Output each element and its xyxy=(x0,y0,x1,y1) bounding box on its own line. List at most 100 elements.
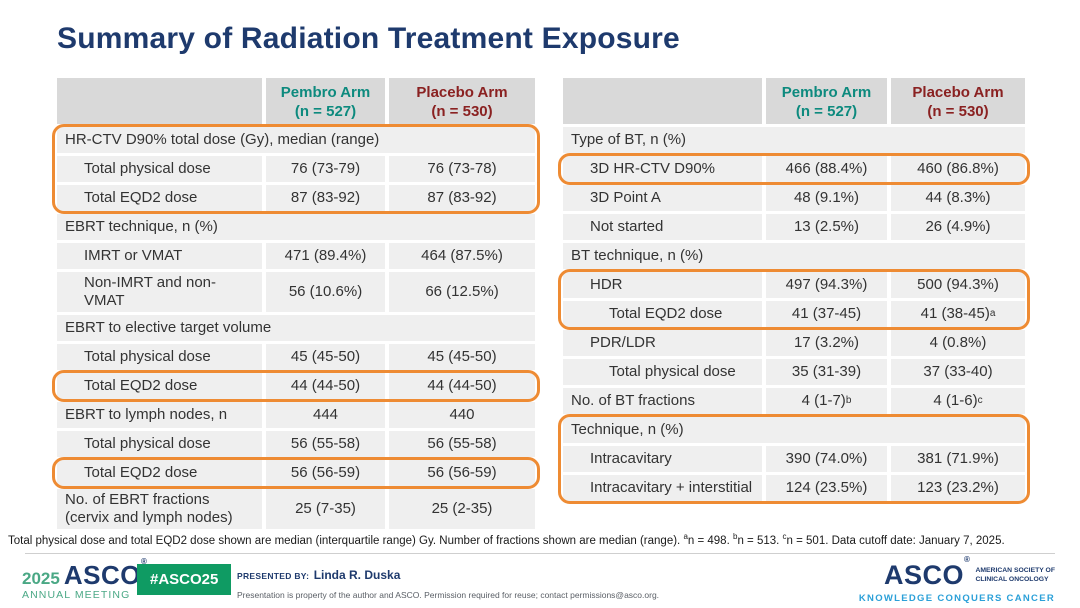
pembro-value: 17 (3.2%) xyxy=(766,330,887,356)
table-row: 3D Point A 48 (9.1%) 44 (8.3%) xyxy=(563,185,1025,211)
row-label: Total EQD2 dose xyxy=(57,460,262,486)
placebo-value: 56 (56-59) xyxy=(389,460,535,486)
pembro-value: 497 (94.3%) xyxy=(766,272,887,298)
highlight-box: HR-CTV D90% total dose (Gy), median (ran… xyxy=(52,124,540,214)
presented-by: PRESENTED BY: Linda R. Duska Presentatio… xyxy=(237,565,659,601)
meeting-name: ANNUAL MEETING xyxy=(22,589,131,601)
row-label: EBRT to lymph nodes, n xyxy=(57,402,262,428)
row-label: Total physical dose xyxy=(57,431,262,457)
pembro-value: 25 (7-35) xyxy=(266,489,385,529)
row-label: Intracavitary + interstitial xyxy=(563,475,762,501)
highlight-box: 3D HR-CTV D90% 466 (88.4%) 460 (86.8%) xyxy=(558,153,1030,185)
pembro-value: 13 (2.5%) xyxy=(766,214,887,240)
placebo-value: 4 (0.8%) xyxy=(891,330,1025,356)
pembro-value: 76 (73-79) xyxy=(266,156,385,182)
highlight-box: Total EQD2 dose 56 (56-59) 56 (56-59) xyxy=(52,457,540,489)
table-header-row: Pembro Arm (n = 527) Placebo Arm (n = 530) xyxy=(563,78,1025,124)
row-label: IMRT or VMAT xyxy=(57,243,262,269)
table-row: No. of BT fractions 4 (1-7) b 4 (1-6) c xyxy=(563,388,1025,414)
placebo-value: 440 xyxy=(389,402,535,428)
table-row: No. of EBRT fractions (cervix and lymph … xyxy=(57,489,535,529)
row-label: Non-IMRT and non-VMAT xyxy=(57,272,262,312)
table-header-row: Pembro Arm (n = 527) Placebo Arm (n = 530) xyxy=(57,78,535,124)
section-row: EBRT to elective target volume xyxy=(57,315,535,341)
meeting-year: 2025 xyxy=(22,569,60,588)
highlight-box: Technique, n (%) Intracavitary 390 (74.0%)… xyxy=(558,414,1030,504)
row-label: 3D HR-CTV D90% xyxy=(563,156,762,182)
table-row: HDR 497 (94.3%) 500 (94.3%) xyxy=(563,272,1025,298)
asco-society-text: AMERICAN SOCIETY OF CLINICAL ONCOLOGY xyxy=(975,567,1055,583)
page-title: Summary of Radiation Treatment Exposure xyxy=(57,22,680,55)
table-row: Total EQD2 dose 44 (44-50) 44 (44-50) xyxy=(57,373,535,399)
header-pembro-arm: Pembro Arm (n = 527) xyxy=(266,78,385,124)
presented-by-label: PRESENTED BY: xyxy=(237,571,310,581)
placebo-value: 87 (83-92) xyxy=(389,185,535,211)
placebo-value: 41 (38-45) a xyxy=(891,301,1025,327)
table-row: Total EQD2 dose 41 (37-45) 41 (38-45) a xyxy=(563,301,1025,327)
footer: 2025 ASCO® ANNUAL MEETING #ASCO25 PRESEN… xyxy=(0,556,1080,608)
placebo-value: 44 (8.3%) xyxy=(891,185,1025,211)
placebo-value: 76 (73-78) xyxy=(389,156,535,182)
row-label: Technique, n (%) xyxy=(563,417,1025,443)
permission-note: Presentation is property of the author a… xyxy=(237,589,660,600)
asco-logo: ASCO® AMERICAN SOCIETY OF CLINICAL ONCOL… xyxy=(858,556,1055,605)
section-row: EBRT technique, n (%) xyxy=(57,214,535,240)
pembro-value: 56 (56-59) xyxy=(266,460,385,486)
header-blank-cell xyxy=(57,78,262,124)
pembro-value: 124 (23.5%) xyxy=(766,475,887,501)
section-row: Type of BT, n (%) xyxy=(563,127,1025,153)
placebo-value: 381 (71.9%) xyxy=(891,446,1025,472)
header-placebo-arm: Placebo Arm (n = 530) xyxy=(389,78,535,124)
placebo-value: 45 (45-50) xyxy=(389,344,535,370)
pembro-value: 35 (31-39) xyxy=(766,359,887,385)
table-row: Intracavitary + interstitial 124 (23.5%) 1… xyxy=(563,475,1025,501)
placebo-value: 4 (1-6) c xyxy=(891,388,1025,414)
row-label: Total EQD2 dose xyxy=(563,301,762,327)
row-label: EBRT to elective target volume xyxy=(57,315,535,341)
pembro-value: 466 (88.4%) xyxy=(766,156,887,182)
row-label: Not started xyxy=(563,214,762,240)
table-row: PDR/LDR 17 (3.2%) 4 (0.8%) xyxy=(563,330,1025,356)
placebo-value: 66 (12.5%) xyxy=(389,272,535,312)
table-row: Intracavitary 390 (74.0%) 381 (71.9%) xyxy=(563,446,1025,472)
row-label: Type of BT, n (%) xyxy=(563,127,1025,153)
table-row: Not started 13 (2.5%) 26 (4.9%) xyxy=(563,214,1025,240)
ebrt-exposure-table: Pembro Arm (n = 527) Placebo Arm (n = 530) H… xyxy=(52,78,540,532)
table-row: EBRT to lymph nodes, n 444 440 xyxy=(57,402,535,428)
header-placebo-arm: Placebo Arm (n = 530) xyxy=(891,78,1025,124)
highlight-box: HDR 497 (94.3%) 500 (94.3%) Total EQD2 dose… xyxy=(558,269,1030,330)
placebo-value: 37 (33-40) xyxy=(891,359,1025,385)
asco-tagline: KNOWLEDGE CONQUERS CANCER xyxy=(858,593,1055,604)
pembro-value: 56 (10.6%) xyxy=(266,272,385,312)
placebo-value: 460 (86.8%) xyxy=(891,156,1025,182)
table-row: Total EQD2 dose 56 (56-59) 56 (56-59) xyxy=(57,460,535,486)
row-label: Total physical dose xyxy=(57,344,262,370)
header-blank-cell xyxy=(563,78,762,124)
row-label: No. of EBRT fractions (cervix and lymph … xyxy=(57,489,262,529)
bt-exposure-table: Pembro Arm (n = 527) Placebo Arm (n = 530) T… xyxy=(558,78,1030,504)
table-row: Total physical dose 45 (45-50) 45 (45-50) xyxy=(57,344,535,370)
row-label: HDR xyxy=(563,272,762,298)
row-label: Total physical dose xyxy=(563,359,762,385)
table-row: Total physical dose 35 (31-39) 37 (33-40) xyxy=(563,359,1025,385)
placebo-value: 56 (55-58) xyxy=(389,431,535,457)
pembro-value: 45 (45-50) xyxy=(266,344,385,370)
presenter-name: Linda R. Duska xyxy=(313,568,401,582)
section-row: HR-CTV D90% total dose (Gy), median (ran… xyxy=(57,127,535,153)
pembro-value: 87 (83-92) xyxy=(266,185,385,211)
pembro-value: 4 (1-7) b xyxy=(766,388,887,414)
table-row: Non-IMRT and non-VMAT 56 (10.6%) 66 (12.5%… xyxy=(57,272,535,312)
pembro-value: 390 (74.0%) xyxy=(766,446,887,472)
table-row: Total physical dose 76 (73-79) 76 (73-78) xyxy=(57,156,535,182)
placebo-value: 44 (44-50) xyxy=(389,373,535,399)
hashtag-badge: #ASCO25 xyxy=(137,564,232,595)
placebo-value: 25 (2-35) xyxy=(389,489,535,529)
row-label: Total physical dose xyxy=(57,156,262,182)
table-row: IMRT or VMAT 471 (89.4%) 464 (87.5%) xyxy=(57,243,535,269)
row-label: No. of BT fractions xyxy=(563,388,762,414)
section-row: BT technique, n (%) xyxy=(563,243,1025,269)
row-label: Total EQD2 dose xyxy=(57,185,262,211)
row-label: Intracavitary xyxy=(563,446,762,472)
asco-annual-meeting-logo: 2025 ASCO® ANNUAL MEETING xyxy=(22,558,147,601)
